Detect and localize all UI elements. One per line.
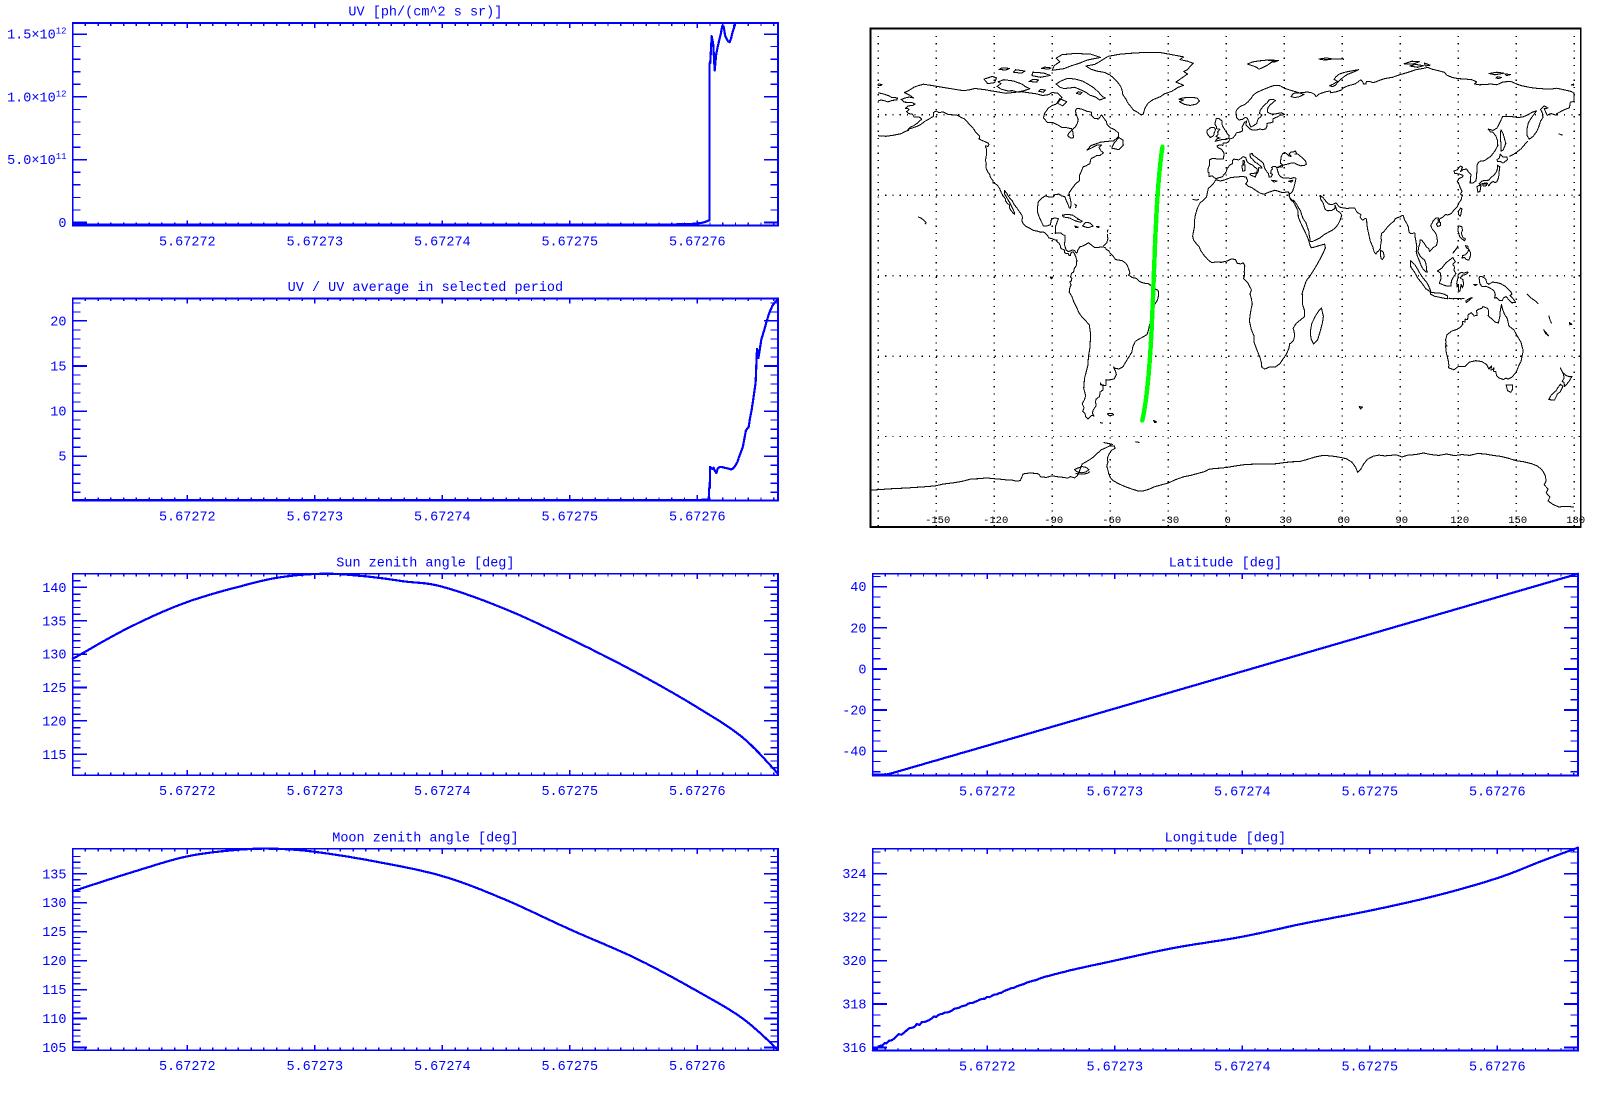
svg-text:Longitude [deg]: Longitude [deg] <box>1165 831 1287 846</box>
svg-text:5.67272: 5.67272 <box>159 1060 216 1075</box>
svg-text:5.67272: 5.67272 <box>159 785 216 800</box>
svg-text:115: 115 <box>42 749 66 764</box>
svg-text:-90: -90 <box>1044 515 1063 527</box>
svg-text:130: 130 <box>42 897 66 912</box>
svg-text:30: 30 <box>1279 515 1292 527</box>
svg-text:60: 60 <box>1337 515 1350 527</box>
svg-text:5.67275: 5.67275 <box>541 1060 598 1075</box>
svg-text:125: 125 <box>42 682 66 697</box>
svg-text:5.0×1011: 5.0×1011 <box>7 152 66 169</box>
svg-text:90: 90 <box>1395 515 1408 527</box>
svg-text:0: 0 <box>58 217 66 232</box>
svg-text:-40: -40 <box>842 746 866 761</box>
svg-text:5.67273: 5.67273 <box>286 1060 343 1075</box>
svg-text:-20: -20 <box>842 705 866 720</box>
svg-text:115: 115 <box>42 984 66 999</box>
svg-text:5.67275: 5.67275 <box>1341 1061 1398 1076</box>
svg-text:5.67274: 5.67274 <box>1214 786 1271 801</box>
svg-text:5.67275: 5.67275 <box>541 511 598 526</box>
svg-text:20: 20 <box>50 315 66 330</box>
svg-text:1.0×1012: 1.0×1012 <box>7 89 66 106</box>
svg-text:Moon zenith angle [deg]: Moon zenith angle [deg] <box>332 831 518 846</box>
svg-text:5.67274: 5.67274 <box>1214 1061 1271 1076</box>
svg-text:5.67275: 5.67275 <box>541 236 598 251</box>
svg-text:5.67274: 5.67274 <box>414 1060 471 1075</box>
svg-text:5.67272: 5.67272 <box>159 511 216 526</box>
svg-text:5.67274: 5.67274 <box>414 236 471 251</box>
svg-text:5.67273: 5.67273 <box>286 785 343 800</box>
svg-text:5.67276: 5.67276 <box>669 236 726 251</box>
svg-text:140: 140 <box>42 582 66 597</box>
svg-text:Sun zenith angle [deg]: Sun zenith angle [deg] <box>336 556 514 571</box>
svg-text:15: 15 <box>50 361 66 376</box>
svg-text:5.67276: 5.67276 <box>1469 1061 1526 1076</box>
svg-text:5: 5 <box>58 451 66 466</box>
svg-text:120: 120 <box>42 715 66 730</box>
svg-text:5.67276: 5.67276 <box>669 785 726 800</box>
svg-text:5.67272: 5.67272 <box>159 236 216 251</box>
svg-text:5.67273: 5.67273 <box>286 511 343 526</box>
svg-text:130: 130 <box>42 649 66 664</box>
svg-text:-30: -30 <box>1160 515 1179 527</box>
svg-text:150: 150 <box>1508 515 1527 527</box>
svg-text:120: 120 <box>42 955 66 970</box>
svg-text:5.67276: 5.67276 <box>669 511 726 526</box>
svg-text:110: 110 <box>42 1013 66 1028</box>
svg-text:20: 20 <box>850 622 866 637</box>
svg-text:-150: -150 <box>925 515 950 527</box>
svg-text:Latitude [deg]: Latitude [deg] <box>1169 556 1282 571</box>
svg-text:10: 10 <box>50 406 66 421</box>
svg-text:5.67272: 5.67272 <box>959 1061 1016 1076</box>
svg-text:125: 125 <box>42 926 66 941</box>
svg-text:-60: -60 <box>1102 515 1121 527</box>
svg-text:5.67273: 5.67273 <box>1086 1061 1143 1076</box>
svg-text:105: 105 <box>42 1042 66 1057</box>
svg-text:-120: -120 <box>983 515 1008 527</box>
svg-text:120: 120 <box>1450 515 1469 527</box>
svg-text:322: 322 <box>842 912 866 927</box>
svg-text:0: 0 <box>1225 515 1231 527</box>
svg-text:1.5×1012: 1.5×1012 <box>7 27 66 44</box>
svg-text:40: 40 <box>850 581 866 596</box>
svg-text:5.67273: 5.67273 <box>1086 786 1143 801</box>
svg-text:UV [ph/(cm^2 s sr)]: UV [ph/(cm^2 s sr)] <box>348 6 502 21</box>
svg-text:135: 135 <box>42 868 66 883</box>
svg-text:135: 135 <box>42 615 66 630</box>
svg-text:324: 324 <box>842 868 866 883</box>
svg-text:UV / UV average in selected pe: UV / UV average in selected period <box>288 281 563 296</box>
svg-text:316: 316 <box>842 1042 866 1057</box>
svg-text:0: 0 <box>858 664 866 679</box>
svg-text:5.67276: 5.67276 <box>669 1060 726 1075</box>
svg-text:180: 180 <box>1566 515 1585 527</box>
svg-text:5.67275: 5.67275 <box>1341 786 1398 801</box>
svg-text:5.67273: 5.67273 <box>286 236 343 251</box>
svg-text:5.67276: 5.67276 <box>1469 786 1526 801</box>
svg-text:5.67272: 5.67272 <box>959 786 1016 801</box>
svg-text:5.67274: 5.67274 <box>414 511 471 526</box>
svg-text:320: 320 <box>842 955 866 970</box>
svg-text:318: 318 <box>842 999 866 1014</box>
svg-text:5.67275: 5.67275 <box>541 785 598 800</box>
svg-text:5.67274: 5.67274 <box>414 785 471 800</box>
